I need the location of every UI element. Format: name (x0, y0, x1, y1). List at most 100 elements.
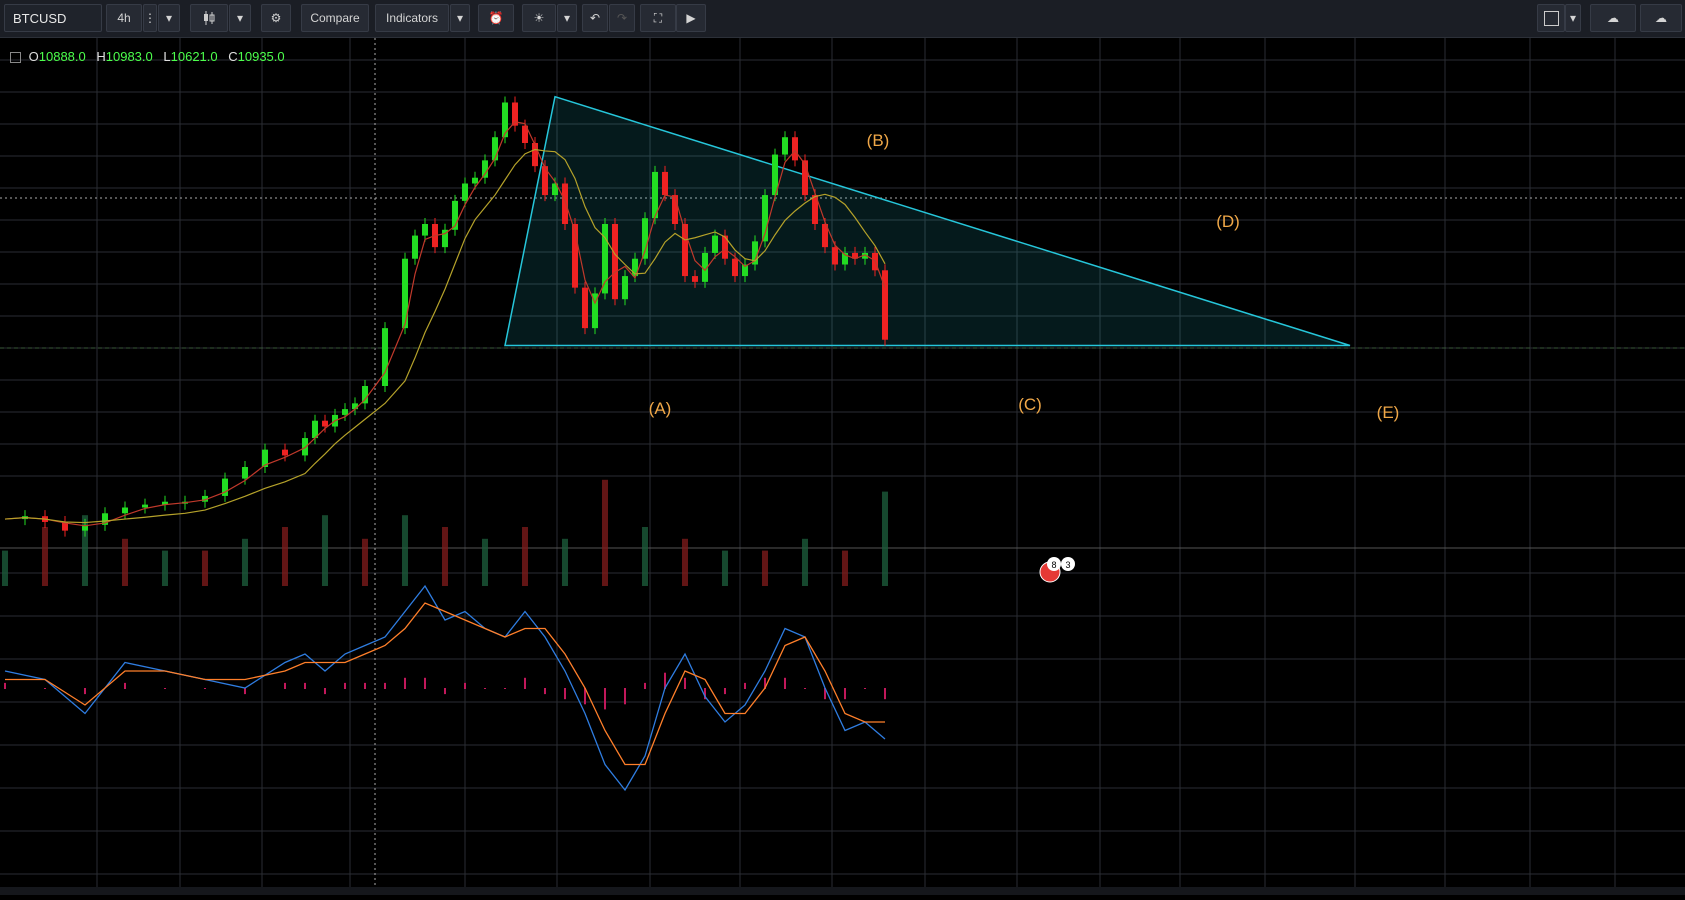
candle-body-4 (82, 524, 88, 531)
volume-bar-6 (242, 538, 248, 586)
low-label: L (163, 49, 171, 64)
candle-body-66 (832, 247, 838, 265)
alert-clock-icon[interactable]: ⏰ (478, 4, 514, 32)
high-value: 10983.0 (105, 49, 153, 64)
volume-bar-18 (722, 550, 728, 586)
candle-body-52 (692, 276, 698, 282)
candle-body-57 (742, 264, 748, 277)
close-value: 10935.0 (237, 49, 285, 64)
volume-bar-16 (642, 527, 648, 586)
macd-histogram-bar-7 (284, 682, 286, 689)
compare-button[interactable]: Compare (301, 4, 369, 32)
layout-chevron-down-icon[interactable]: ▾ (1565, 4, 1581, 32)
volume-bar-10 (402, 515, 408, 586)
macd-histogram-bar-1 (44, 688, 46, 689)
indicators-chevron-down-icon[interactable]: ▾ (450, 4, 470, 32)
candle-body-16 (312, 420, 318, 439)
interval-button[interactable]: 4h (106, 4, 142, 32)
macd-histogram-bar-4 (164, 688, 166, 689)
undo-icon[interactable]: ↶ (582, 4, 608, 32)
macd-histogram-bar-8 (304, 682, 306, 689)
candle-body-47 (642, 218, 648, 259)
volume-bar-9 (362, 538, 368, 586)
candle-body-42 (592, 293, 598, 329)
candle-body-58 (752, 241, 758, 265)
candle-body-54 (712, 235, 718, 253)
open-value: 10888.0 (38, 49, 86, 64)
macd-histogram-bar-35 (844, 688, 846, 700)
wave-label-b: (B) (867, 131, 890, 150)
triangle-pattern (504, 95, 1351, 347)
candle-body-41 (582, 287, 588, 329)
candle-body-22 (382, 328, 388, 386)
symbol-search-input[interactable]: BTCUSD (4, 4, 102, 32)
layout-square-icon[interactable] (1537, 4, 1565, 32)
candle-body-59 (762, 195, 768, 242)
macd-histogram-bar-10 (344, 682, 346, 689)
volume-bar-13 (522, 527, 528, 586)
collapse-icon[interactable] (10, 52, 21, 64)
macd-histogram-bar-19 (524, 677, 526, 689)
candle-body-46 (632, 258, 638, 277)
macd-histogram-bar-15 (444, 688, 446, 695)
candle-body-51 (682, 224, 688, 277)
candle-body-67 (842, 252, 848, 265)
wave-label-c: (C) (1018, 395, 1042, 414)
candle-body-20 (352, 403, 358, 410)
top-toolbar: BTCUSD 4h ⋮ ▾ ▾ ⚙ Compare Indicators ▾ ⏰… (0, 0, 1685, 38)
candle-body-39 (562, 183, 568, 224)
volume-bar-5 (202, 550, 208, 586)
macd-histogram-bar-27 (684, 677, 686, 689)
volume-bar-7 (282, 527, 288, 586)
macd-histogram-bar-24 (624, 688, 626, 705)
fullscreen-icon[interactable]: ⛶ (640, 4, 676, 32)
volume-bar-8 (322, 515, 328, 586)
macd-histogram-bar-14 (424, 677, 426, 689)
candle-body-55 (722, 235, 728, 259)
macd-histogram-bar-17 (484, 688, 486, 689)
candle-body-12 (242, 467, 248, 479)
candle-body-17 (322, 420, 328, 427)
volume-bar-20 (802, 538, 808, 586)
more-icon[interactable]: ⋮ (143, 4, 157, 32)
cloud-download-icon[interactable]: ☁ (1590, 4, 1636, 32)
volume-bar-22 (882, 491, 888, 586)
settings-gear-icon[interactable]: ⚙ (261, 4, 291, 32)
candle-body-68 (852, 252, 858, 259)
macd-histogram-bar-3 (124, 682, 126, 689)
candle-body-60 (772, 154, 778, 196)
ideas-chevron-down-icon[interactable]: ▾ (557, 4, 577, 32)
candle-type-icon[interactable] (190, 4, 228, 32)
candle-body-30 (472, 177, 478, 184)
volume-bar-3 (122, 538, 128, 586)
indicators-button[interactable]: Indicators (375, 4, 449, 32)
ideas-lightbulb-icon[interactable]: ☀ (522, 4, 556, 32)
wave-label-d: (D) (1216, 212, 1240, 231)
event-badge-2: 3 (1065, 560, 1070, 570)
candle-body-62 (792, 137, 798, 161)
candle-body-15 (302, 438, 308, 456)
wave-label-a: (A) (649, 399, 672, 418)
candle-body-21 (362, 386, 368, 404)
chart-type-chevron-down-icon[interactable]: ▾ (229, 4, 251, 32)
high-label: H (96, 49, 106, 64)
volume-bar-19 (762, 550, 768, 586)
candlestick-icon (204, 11, 215, 25)
candle-body-37 (542, 166, 548, 196)
cloud-upload-icon[interactable]: ☁ (1640, 4, 1682, 32)
candle-body-48 (652, 171, 658, 219)
close-label: C (228, 49, 238, 64)
ma-short-line (4, 121, 886, 527)
time-scale-strip[interactable] (0, 887, 1685, 895)
macd-histogram-bar-18 (504, 688, 506, 689)
macd-histogram-bar-13 (404, 677, 406, 689)
macd-histogram-bar-36 (864, 688, 866, 689)
macd-histogram-bar-32 (784, 677, 786, 689)
replay-play-icon[interactable]: ▶ (676, 4, 706, 32)
macd-histogram-bar-26 (664, 672, 666, 689)
candle-body-10 (202, 495, 208, 502)
candle-body-14 (282, 449, 288, 456)
chart-area[interactable]: (A) (B) (C) (D) (E) 8 3 (0, 38, 1685, 895)
redo-icon[interactable]: ↷ (609, 4, 635, 32)
interval-dropdown-chevron-down-icon[interactable]: ▾ (158, 4, 180, 32)
